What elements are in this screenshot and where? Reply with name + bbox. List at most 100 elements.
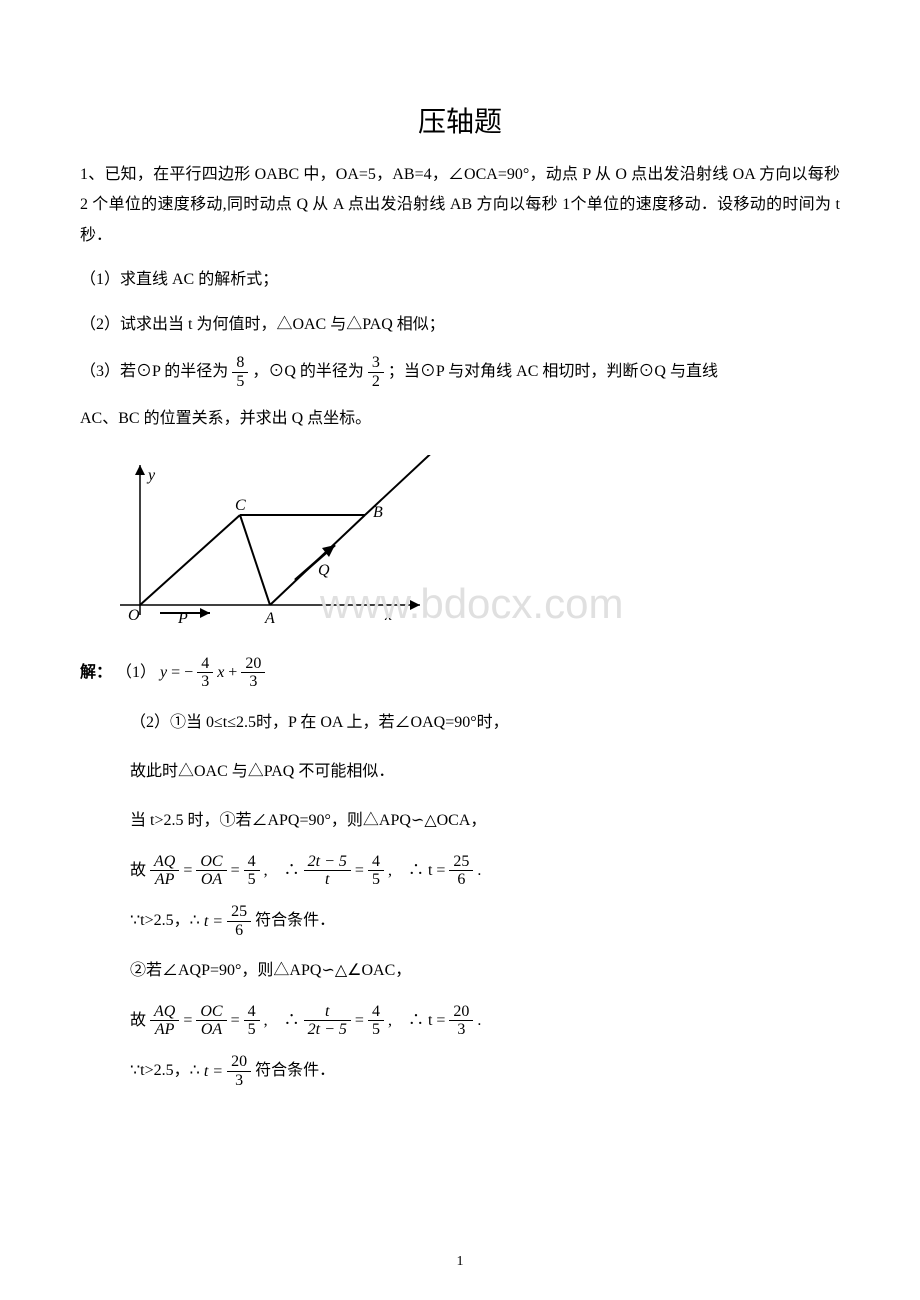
- solution-4: 当 t>2.5 时，①若∠APQ=90°，则△APQ∽△OCA，: [80, 803, 840, 838]
- s6-suffix: 符合条件．: [255, 912, 335, 929]
- solution-label: 解：: [80, 664, 112, 681]
- frac-den: 2t − 5: [304, 1021, 351, 1039]
- s1-prefix: （1）: [116, 664, 156, 681]
- s5-c1: , ∴: [264, 862, 304, 879]
- s5-f5: 45: [368, 853, 384, 889]
- s8-dot: .: [477, 1012, 481, 1029]
- s9-frac: 203: [227, 1053, 251, 1089]
- svg-text:x: x: [384, 607, 392, 624]
- q3-mid: ，⊙Q 的半径为: [252, 363, 364, 380]
- geometry-diagram: O P A x C B Q y www.bdocx.com: [100, 455, 840, 640]
- question-1: （1）求直线 AC 的解析式；: [80, 265, 840, 295]
- frac-den: 5: [244, 871, 260, 889]
- frac-num: OC: [196, 1003, 226, 1022]
- frac-den: 3: [449, 1021, 473, 1039]
- frac-num: 4: [368, 1003, 384, 1022]
- frac-den: OA: [196, 1021, 226, 1039]
- solution-8: 故 AQAP = OCOA = 45 , ∴ t2t − 5 = 45 , ∴ …: [80, 1003, 840, 1039]
- s8-c1: , ∴: [264, 1012, 304, 1029]
- frac-den: 3: [227, 1072, 251, 1090]
- frac-num: 25: [449, 853, 473, 872]
- frac-num: 4: [244, 853, 260, 872]
- svg-text:O: O: [128, 607, 140, 624]
- s9-t: t =: [204, 1054, 223, 1089]
- frac-den: 5: [368, 1021, 384, 1039]
- question-3-line2: AC、BC 的位置关系，并求出 Q 点坐标。: [80, 404, 840, 434]
- frac-num: 3: [368, 354, 384, 373]
- solution-2: （2）①当 0≤t≤2.5时，P 在 OA 上，若∠OAQ=90°时，: [80, 705, 840, 740]
- s8-eq1: =: [183, 1012, 196, 1029]
- s1-frac2: 20 3: [241, 655, 265, 691]
- solution-5: 故 AQAP = OCOA = 45 , ∴ 2t − 5t = 45 , ∴ …: [80, 853, 840, 889]
- s1-y: y: [160, 655, 167, 690]
- s5-eq3: =: [355, 862, 368, 879]
- s8-f1: AQAP: [150, 1003, 179, 1039]
- frac-num: 20: [241, 655, 265, 674]
- frac-num: 20: [227, 1053, 251, 1072]
- q3-suffix: ；当⊙P 与对角线 AC 相切时，判断⊙Q 与直线: [388, 363, 718, 380]
- svg-text:Q: Q: [318, 562, 330, 579]
- question-3: （3）若⊙P 的半径为 8 5 ，⊙Q 的半径为 3 2 ；当⊙P 与对角线 A…: [80, 354, 840, 390]
- s1-x: x: [217, 655, 224, 690]
- s8-f5: 45: [368, 1003, 384, 1039]
- frac-num: OC: [196, 853, 226, 872]
- s5-c2: , ∴ t =: [388, 862, 449, 879]
- s5-dot: .: [477, 862, 481, 879]
- s9-suffix: 符合条件．: [255, 1062, 335, 1079]
- s5-eq1: =: [183, 862, 196, 879]
- frac-num: 4: [368, 853, 384, 872]
- frac-den: 6: [227, 922, 251, 940]
- s5-f6: 256: [449, 853, 473, 889]
- s5-f4: 2t − 5t: [304, 853, 351, 889]
- s9-prefix: ∵t>2.5，∴: [130, 1062, 200, 1079]
- s8-eq2: =: [231, 1012, 244, 1029]
- s6-prefix: ∵t>2.5，∴: [130, 912, 200, 929]
- s6-t: t =: [204, 904, 223, 939]
- page-title: 压轴题: [80, 100, 840, 140]
- svg-text:C: C: [235, 497, 246, 514]
- frac-num: t: [304, 1003, 351, 1022]
- frac-den: AP: [150, 1021, 179, 1039]
- q3-prefix: （3）若⊙P 的半径为: [80, 363, 228, 380]
- diagram-svg: O P A x C B Q y: [100, 455, 460, 635]
- frac-den: t: [304, 871, 351, 889]
- s8-f6: 203: [449, 1003, 473, 1039]
- frac-num: 4: [197, 655, 213, 674]
- s8-f4: t2t − 5: [304, 1003, 351, 1039]
- s5-label: 故: [130, 862, 146, 879]
- solution-3: 故此时△OAC 与△PAQ 不可能相似．: [80, 754, 840, 789]
- s8-eq3: =: [355, 1012, 368, 1029]
- frac-num: 20: [449, 1003, 473, 1022]
- frac-den: 6: [449, 871, 473, 889]
- s1-plus: +: [228, 655, 237, 690]
- page-number: 1: [0, 1254, 920, 1270]
- frac-num: 2t − 5: [304, 853, 351, 872]
- fraction-8-5: 8 5: [232, 354, 248, 390]
- frac-den: 5: [244, 1021, 260, 1039]
- frac-num: 8: [232, 354, 248, 373]
- problem-statement: 1、已知，在平行四边形 OABC 中，OA=5，AB=4，∠OCA=90°，动点…: [80, 160, 840, 251]
- fraction-3-2: 3 2: [368, 354, 384, 390]
- svg-text:A: A: [264, 610, 275, 627]
- s5-f2: OCOA: [196, 853, 226, 889]
- frac-den: 3: [197, 673, 213, 691]
- s5-f3: 45: [244, 853, 260, 889]
- frac-num: AQ: [150, 853, 179, 872]
- frac-den: 3: [241, 673, 265, 691]
- solution-6: ∵t>2.5，∴ t = 256 符合条件．: [80, 903, 840, 939]
- frac-den: 2: [368, 373, 384, 391]
- svg-text:P: P: [177, 610, 188, 627]
- s8-f3: 45: [244, 1003, 260, 1039]
- svg-text:B: B: [373, 504, 383, 521]
- frac-den: OA: [196, 871, 226, 889]
- question-2: （2）试求出当 t 为何值时，△OAC 与△PAQ 相似；: [80, 310, 840, 340]
- s8-c2: , ∴ t =: [388, 1012, 449, 1029]
- s1-eq: = −: [171, 655, 193, 690]
- s8-label: 故: [130, 1012, 146, 1029]
- svg-text:y: y: [146, 467, 156, 484]
- solution-1: 解： （1） y = − 4 3 x + 20 3: [80, 655, 840, 691]
- problem-text: 已知，在平行四边形 OABC 中，OA=5，AB=4，∠OCA=90°，动点 P…: [80, 166, 840, 244]
- s5-f1: AQAP: [150, 853, 179, 889]
- frac-den: 5: [368, 871, 384, 889]
- solution-7: ②若∠AQP=90°，则△APQ∽△∠OAC，: [80, 953, 840, 988]
